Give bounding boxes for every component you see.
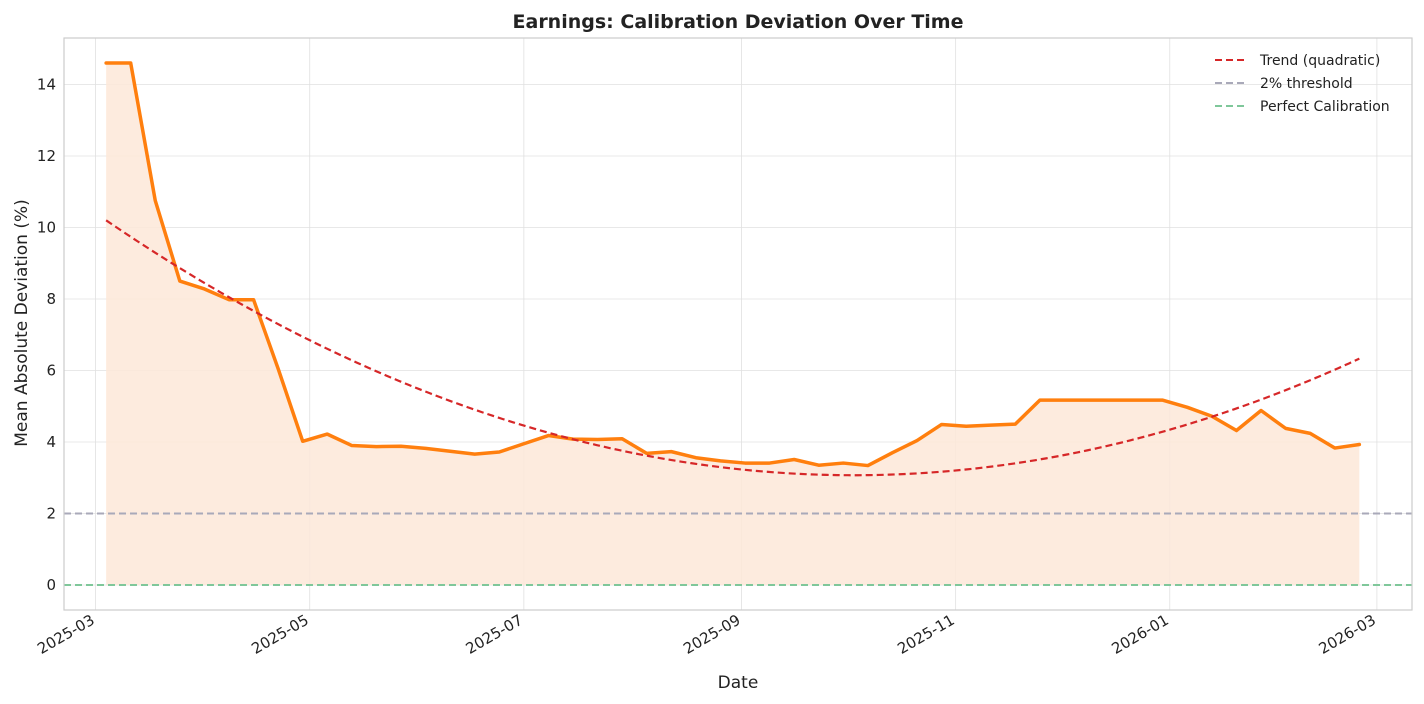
area-fill-layer [106,63,1360,585]
y-tick-label: 2 [46,504,56,522]
deviation-series-line [104,61,1362,468]
legend-threshold-label: 2% threshold [1260,76,1353,92]
y-tick-label: 14 [37,75,56,93]
legend-trend-label: Trend (quadratic) [1259,53,1380,69]
y-tick-label: 8 [46,290,56,308]
y-axis-label: Mean Absolute Deviation (%) [12,199,32,447]
legend-perfect-calibration-label: Perfect Calibration [1260,99,1390,115]
area-fill [106,63,1360,585]
y-tick-label: 4 [46,433,56,451]
chart-title: Earnings: Calibration Deviation Over Tim… [513,11,964,33]
trend-line [105,219,1360,477]
plot-frame [63,37,1413,611]
reference-lines [64,512,1412,586]
x-axis-label: Date [718,673,759,693]
y-tick-label: 12 [37,147,56,165]
y-tick-label: 6 [46,361,56,379]
y-tick-label: 10 [37,218,56,236]
y-axis-ticks: 0 2 4 6 8 10 12 14 [37,75,56,594]
legend: Trend (quadratic) 2% threshold Perfect Cal… [1215,53,1390,115]
trend-layer [105,219,1360,477]
series-layer [104,61,1362,468]
y-tick-label: 0 [46,576,56,594]
